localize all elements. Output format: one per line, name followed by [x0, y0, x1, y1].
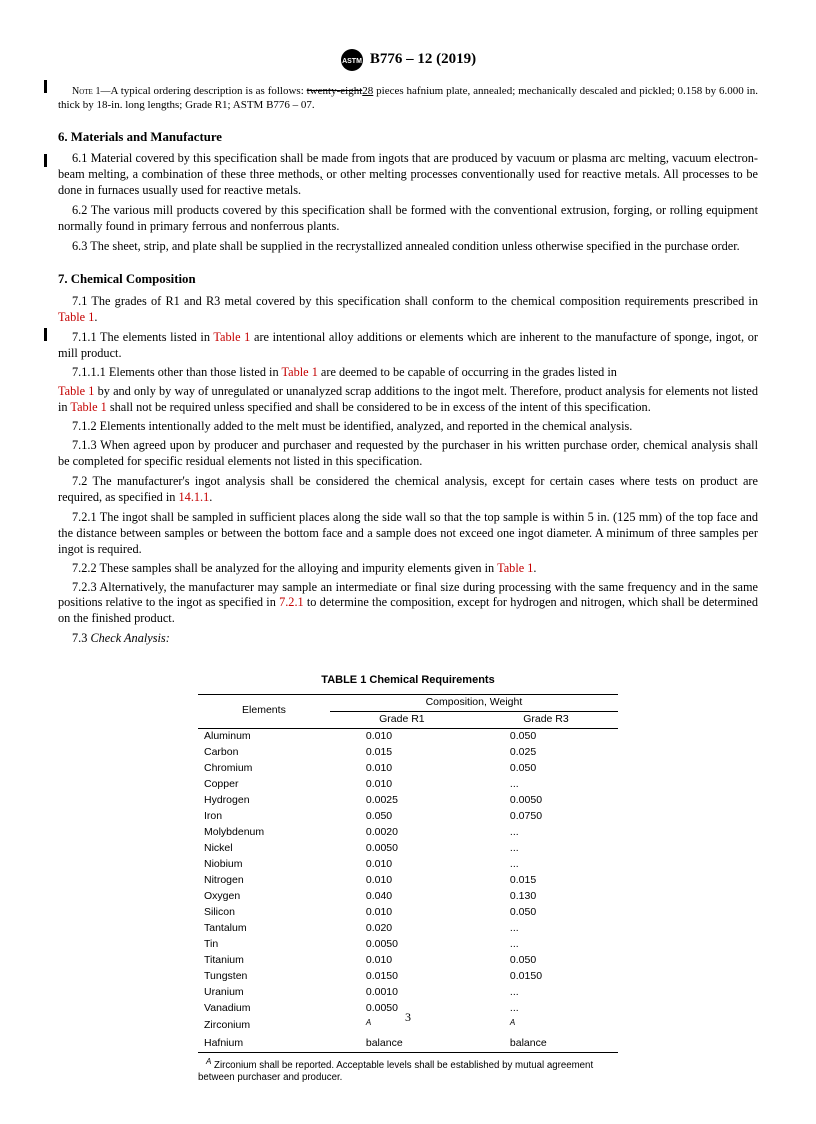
section-6-heading: 6. Materials and Manufacture: [58, 129, 758, 146]
table-1-ref[interactable]: Table 1: [213, 330, 250, 344]
para-7-2-3: 7.2.3 Alternatively, the manufacturer ma…: [58, 580, 758, 628]
designation: B776 – 12 (2019): [370, 50, 476, 70]
table-row: Tin0.0050...: [198, 937, 618, 953]
col-composition: Composition, Weight: [330, 694, 618, 711]
col-elements: Elements: [198, 694, 330, 728]
table-row: Oxygen0.0400.130: [198, 889, 618, 905]
table-1-ref[interactable]: Table 1: [58, 310, 94, 324]
change-bar: [44, 154, 47, 167]
table-row: Niobium0.010...: [198, 857, 618, 873]
table-1-ref[interactable]: Table 1: [281, 365, 317, 379]
table-row: Iron0.0500.0750: [198, 809, 618, 825]
table-row: Molybdenum0.0020...: [198, 825, 618, 841]
note-1: Note 1—A typical ordering description is…: [58, 84, 758, 113]
col-grade-r3: Grade R3: [474, 711, 618, 728]
table-row: Nickel0.0050...: [198, 841, 618, 857]
document-header: ASTM B776 – 12 (2019): [58, 48, 758, 72]
table-1-title: TABLE 1 Chemical Requirements: [198, 673, 618, 687]
section-7-heading: 7. Chemical Composition: [58, 271, 758, 288]
table-1-ref[interactable]: Table 1: [58, 384, 94, 398]
page: ASTM B776 – 12 (2019) Note 1—A typical o…: [0, 0, 816, 1124]
table-1-footnote: A Zirconium shall be reported. Acceptabl…: [198, 1057, 618, 1084]
para-7-1-3: 7.1.3 When agreed upon by producer and p…: [58, 438, 758, 470]
para-7-1-1: 7.1.1 The elements listed in Table 1 are…: [58, 330, 758, 362]
table-1-grid: Elements Composition, Weight Grade R1 Gr…: [198, 694, 618, 1053]
para-7-1-2: 7.1.2 Elements intentionally added to th…: [58, 419, 758, 435]
table-row: Uranium0.0010...: [198, 985, 618, 1001]
para-7-3: 7.3 Check Analysis:: [58, 631, 758, 647]
table-row: Carbon0.0150.025: [198, 745, 618, 761]
table-row: Aluminum0.0100.050: [198, 728, 618, 745]
table-row: Tungsten0.01500.0150: [198, 969, 618, 985]
astm-logo: ASTM: [340, 48, 364, 72]
para-7-2-2: 7.2.2 These samples shall be analyzed fo…: [58, 561, 758, 577]
table-row: Copper0.010...: [198, 777, 618, 793]
para-7-1: 7.1 The grades of R1 and R3 metal covere…: [58, 294, 758, 326]
para-7-2-1: 7.2.1 The ingot shall be sampled in suff…: [58, 510, 758, 558]
table-row: Nitrogen0.0100.015: [198, 873, 618, 889]
page-number: 3: [0, 1010, 816, 1026]
table-1-ref[interactable]: Table 1: [497, 561, 533, 575]
ref-7-2-1[interactable]: 7.2.1: [279, 595, 304, 609]
ref-14-1-1[interactable]: 14.1.1: [179, 490, 210, 504]
table-row: Tantalum0.020...: [198, 921, 618, 937]
para-6-2: 6.2 The various mill products covered by…: [58, 203, 758, 235]
para-7-1-1-1: 7.1.1.1 Elements other than those listed…: [58, 365, 758, 381]
table-row: Silicon0.0100.050: [198, 905, 618, 921]
table-row: Hydrogen0.00250.0050: [198, 793, 618, 809]
table-1-ref[interactable]: Table 1: [70, 400, 106, 414]
change-bar: [44, 328, 47, 341]
para-6-1: 6.1 Material covered by this specificati…: [58, 151, 758, 199]
para-6-3: 6.3 The sheet, strip, and plate shall be…: [58, 239, 758, 255]
table-row: Titanium0.0100.050: [198, 953, 618, 969]
table-row: Chromium0.0100.050: [198, 761, 618, 777]
para-7-2: 7.2 The manufacturer's ingot analysis sh…: [58, 474, 758, 506]
col-grade-r1: Grade R1: [330, 711, 474, 728]
change-bar: [44, 80, 47, 93]
para-7-1-1-1-cont: Table 1 by and only by way of unregulate…: [58, 384, 758, 416]
table-row: Hafniumbalancebalance: [198, 1036, 618, 1053]
svg-text:ASTM: ASTM: [342, 58, 362, 65]
